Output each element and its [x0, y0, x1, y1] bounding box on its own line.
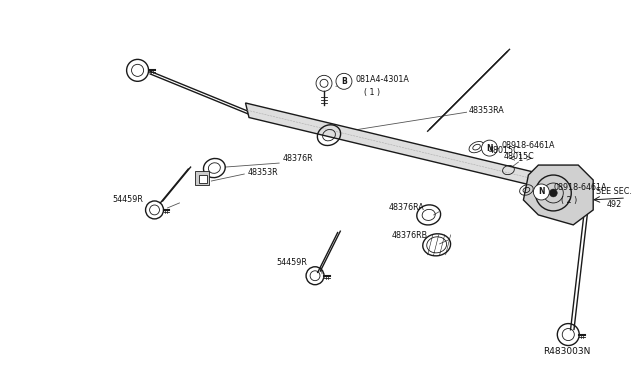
Text: 492: 492	[606, 201, 621, 209]
Text: 081A4-4301A: 081A4-4301A	[356, 75, 410, 84]
Circle shape	[481, 140, 497, 156]
Text: 48353RA: 48353RA	[468, 106, 504, 115]
Text: 08918-6461A: 08918-6461A	[502, 141, 555, 150]
Text: 48376R: 48376R	[282, 154, 313, 163]
Text: ( 1 ): ( 1 )	[364, 88, 380, 97]
FancyBboxPatch shape	[195, 171, 209, 185]
Text: 48376RA: 48376RA	[389, 203, 424, 212]
Text: N: N	[538, 187, 545, 196]
Polygon shape	[246, 103, 590, 199]
Text: SEE SEC.: SEE SEC.	[596, 187, 632, 196]
Text: 54459R: 54459R	[113, 195, 143, 205]
Circle shape	[336, 73, 352, 89]
FancyBboxPatch shape	[200, 175, 207, 183]
Circle shape	[549, 189, 557, 197]
Text: 08918-6461A: 08918-6461A	[554, 183, 607, 192]
Text: < 1 >: < 1 >	[509, 154, 533, 163]
Text: 48353R: 48353R	[247, 167, 278, 177]
Text: 48376RB: 48376RB	[392, 231, 428, 240]
Polygon shape	[524, 165, 593, 225]
Text: R483003N: R483003N	[543, 347, 591, 356]
Circle shape	[533, 184, 549, 200]
Text: 54459R: 54459R	[276, 258, 307, 267]
Text: 48015C: 48015C	[504, 152, 534, 161]
Text: 48015C: 48015C	[488, 145, 519, 155]
Text: B: B	[341, 77, 347, 86]
Text: ( 2 ): ( 2 )	[561, 196, 577, 205]
Text: N: N	[486, 144, 493, 153]
